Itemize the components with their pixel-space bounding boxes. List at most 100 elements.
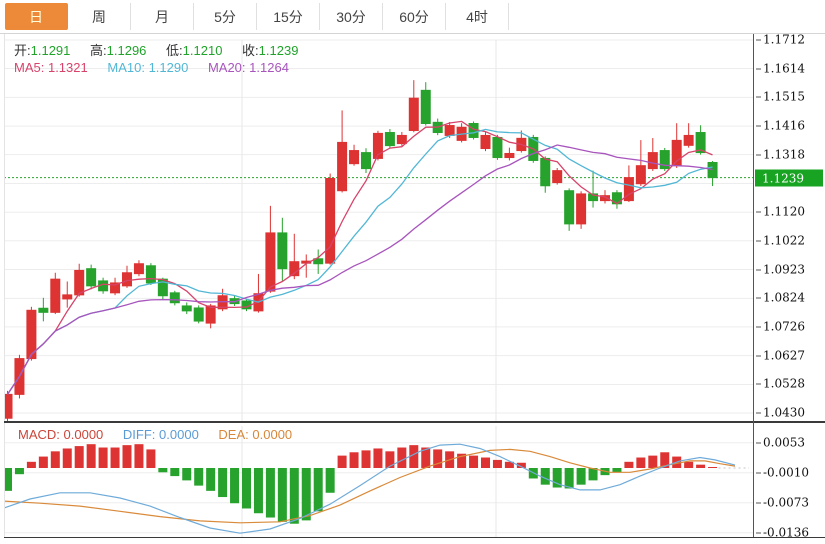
macd-bar	[170, 468, 180, 477]
tab-month[interactable]: 月	[131, 3, 194, 30]
macd-bar	[516, 462, 526, 468]
macd-bar	[194, 468, 204, 486]
price-axis-label: 1.1416	[756, 119, 805, 133]
ohlc-legend: 开:1.1291 高:1.1296 低:1.1210 收:1.1239	[14, 40, 314, 59]
price-axis-label: 1.1022	[756, 234, 805, 248]
candle-body	[707, 161, 718, 179]
candle-body	[635, 165, 646, 185]
candle-body	[74, 269, 85, 296]
panel-divider	[4, 421, 825, 423]
dea-value: 0.0000	[252, 427, 293, 442]
candle-body	[337, 141, 348, 192]
candle-body	[193, 307, 204, 322]
macd-bar	[253, 468, 263, 514]
price-axis-label: 1.0726	[756, 320, 805, 334]
candle-body	[564, 190, 575, 225]
candle-body	[86, 268, 97, 287]
candle-body	[372, 132, 383, 159]
low-value: 1.1210	[182, 43, 223, 58]
macd-bar	[660, 452, 670, 468]
ma20-line	[6, 144, 713, 395]
chart-left-border	[4, 34, 5, 537]
tab-week[interactable]: 周	[68, 3, 131, 30]
macd-bar	[337, 455, 347, 468]
tab-60min[interactable]: 60分	[383, 3, 446, 30]
price-axis-label: 1.1120	[756, 205, 805, 219]
candle-body	[695, 132, 706, 154]
macd-bar	[624, 461, 634, 468]
price-axis-label: 1.1515	[756, 90, 805, 104]
candle-body	[181, 305, 192, 312]
ma20-value: 1.1264	[249, 60, 289, 75]
macd-bar	[38, 456, 48, 468]
macd-bar	[708, 467, 718, 468]
candle-body	[444, 125, 455, 136]
macd-bar	[182, 468, 192, 481]
candle-body	[540, 157, 551, 187]
candlestick-chart[interactable]	[4, 34, 753, 537]
macd-legend: MACD: 0.0000 DIFF: 0.0000 DEA: 0.0000	[18, 427, 308, 442]
macd-bar	[313, 468, 323, 512]
candle-body	[133, 263, 144, 275]
open-label: 开:	[14, 43, 31, 58]
dea-line	[4, 448, 736, 524]
macd-bar	[373, 448, 383, 468]
high-label: 高:	[90, 43, 107, 58]
macd-bar	[301, 468, 311, 521]
macd-bar	[457, 453, 467, 468]
macd-axis-label: 0.0053	[756, 436, 805, 450]
price-axis-label: 1.0528	[756, 377, 805, 391]
candle-body	[313, 258, 324, 265]
open-value: 1.1291	[30, 43, 71, 58]
ma10-value: 1.1290	[148, 60, 189, 75]
macd-axis-label: -0.0010	[756, 466, 809, 480]
tab-15min[interactable]: 15分	[257, 3, 320, 30]
macd-bar	[134, 444, 144, 468]
macd-bar	[612, 468, 622, 473]
candle-body	[552, 170, 563, 184]
candle-body	[277, 232, 288, 270]
current-price-badge: 1.1239	[755, 169, 823, 187]
tab-30min[interactable]: 30分	[320, 3, 383, 30]
macd-bar	[564, 468, 574, 489]
macd-bar	[361, 450, 371, 468]
macd-bar	[648, 455, 658, 468]
macd-bar	[230, 468, 240, 504]
candle-body	[110, 282, 121, 294]
macd-bar	[588, 468, 598, 481]
macd-bar	[469, 455, 479, 468]
candle-body	[600, 195, 610, 202]
dea-label: DEA:	[218, 427, 249, 442]
chart-bottom-border	[4, 537, 825, 538]
candle-body	[4, 393, 13, 419]
macd-bar	[158, 468, 168, 473]
tab-day[interactable]: 日	[5, 3, 68, 30]
candle-body	[38, 307, 49, 313]
macd-bar	[421, 447, 431, 468]
macd-label: MACD:	[18, 427, 60, 442]
diff-line	[4, 443, 736, 534]
macd-bar	[265, 468, 275, 518]
macd-bar	[409, 445, 419, 468]
macd-bar	[481, 457, 490, 468]
ma5-line	[6, 120, 713, 395]
macd-bar	[325, 468, 335, 493]
ma10-line	[6, 128, 713, 395]
tab-5min[interactable]: 5分	[194, 3, 257, 30]
candle-body	[169, 292, 180, 304]
price-axis-label: 1.1614	[756, 62, 805, 76]
candle-body	[683, 134, 694, 146]
candle-body	[659, 150, 670, 170]
candle-body	[265, 232, 276, 292]
macd-bar	[4, 468, 12, 491]
macd-bar	[98, 447, 108, 468]
candle-body	[384, 132, 395, 147]
candle-body	[349, 150, 360, 165]
candle-body	[480, 134, 491, 150]
tab-4hour[interactable]: 4时	[446, 3, 509, 30]
price-axis-label: 1.0430	[756, 406, 805, 420]
macd-bar	[349, 452, 359, 468]
macd-bar	[242, 468, 251, 509]
candle-body	[647, 152, 658, 170]
